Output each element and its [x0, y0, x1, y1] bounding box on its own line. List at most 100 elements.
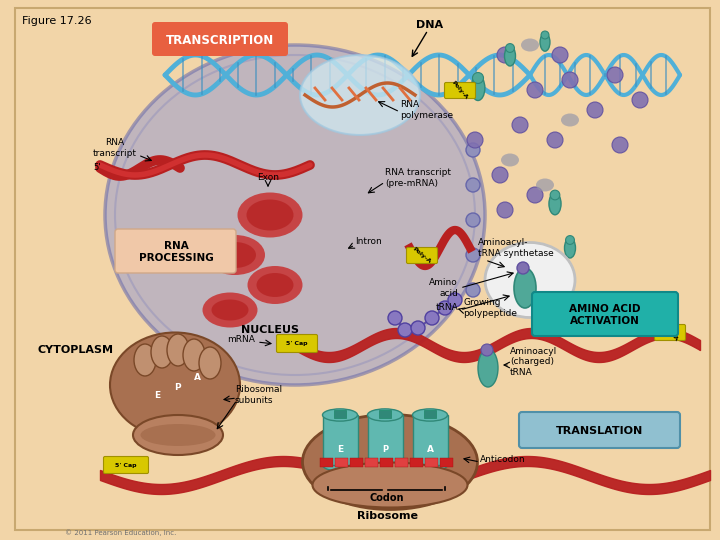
- Ellipse shape: [485, 242, 575, 318]
- Circle shape: [550, 190, 560, 200]
- Circle shape: [438, 301, 452, 315]
- Ellipse shape: [205, 235, 265, 275]
- Text: Figure 17.26: Figure 17.26: [22, 16, 91, 26]
- Text: Aminoacyl-
tRNA synthetase: Aminoacyl- tRNA synthetase: [478, 238, 554, 258]
- Bar: [413, 415, 448, 465]
- Ellipse shape: [505, 46, 516, 66]
- Ellipse shape: [478, 349, 498, 387]
- Text: © 2011 Pearson Education, Inc.: © 2011 Pearson Education, Inc.: [65, 530, 176, 536]
- Circle shape: [448, 293, 462, 307]
- Circle shape: [466, 213, 480, 227]
- Circle shape: [411, 321, 425, 335]
- Ellipse shape: [514, 268, 536, 308]
- Ellipse shape: [133, 415, 223, 455]
- Text: Anticodon: Anticodon: [480, 456, 526, 464]
- Ellipse shape: [110, 333, 240, 437]
- Ellipse shape: [521, 38, 539, 51]
- Circle shape: [497, 202, 513, 218]
- Bar: [410, 458, 423, 467]
- Ellipse shape: [134, 344, 156, 376]
- Bar: [395, 458, 408, 467]
- Text: Aminoacyl
(charged)
tRNA: Aminoacyl (charged) tRNA: [510, 347, 557, 377]
- FancyBboxPatch shape: [654, 325, 685, 341]
- Ellipse shape: [167, 334, 189, 366]
- FancyBboxPatch shape: [519, 412, 680, 448]
- Circle shape: [466, 178, 480, 192]
- Ellipse shape: [549, 193, 561, 215]
- Circle shape: [607, 67, 623, 83]
- Text: Ribosome: Ribosome: [356, 511, 418, 521]
- Text: RNA
transcript: RNA transcript: [93, 138, 137, 158]
- Ellipse shape: [183, 339, 205, 371]
- Ellipse shape: [501, 153, 519, 166]
- Text: Exon: Exon: [257, 173, 279, 183]
- Text: CYTOPLASM: CYTOPLASM: [37, 345, 113, 355]
- Circle shape: [512, 117, 528, 133]
- Ellipse shape: [248, 266, 302, 304]
- Bar: [350, 458, 363, 467]
- Text: Codon: Codon: [370, 493, 404, 503]
- Ellipse shape: [140, 424, 215, 446]
- FancyBboxPatch shape: [532, 292, 678, 336]
- Circle shape: [388, 311, 402, 325]
- Text: P: P: [174, 382, 180, 392]
- Ellipse shape: [540, 33, 550, 51]
- Ellipse shape: [199, 347, 221, 379]
- Circle shape: [547, 132, 563, 148]
- Text: E: E: [154, 390, 160, 400]
- Circle shape: [398, 323, 412, 337]
- Ellipse shape: [536, 179, 554, 192]
- Ellipse shape: [413, 459, 448, 471]
- Ellipse shape: [302, 415, 477, 510]
- Ellipse shape: [151, 336, 173, 368]
- Ellipse shape: [367, 409, 402, 421]
- Ellipse shape: [246, 199, 294, 231]
- FancyBboxPatch shape: [104, 456, 148, 474]
- Ellipse shape: [413, 409, 448, 421]
- Bar: [425, 458, 438, 467]
- Circle shape: [505, 44, 514, 52]
- FancyBboxPatch shape: [276, 334, 318, 353]
- Ellipse shape: [323, 459, 358, 471]
- Text: AMINO ACID
ACTIVATION: AMINO ACID ACTIVATION: [570, 304, 641, 326]
- Text: mRNA: mRNA: [227, 335, 255, 345]
- Text: tRNA: tRNA: [436, 303, 458, 313]
- Bar: [380, 458, 393, 467]
- Bar: [424, 410, 436, 418]
- Text: Poly-A: Poly-A: [451, 80, 469, 101]
- Text: TRANSLATION: TRANSLATION: [557, 426, 644, 436]
- Circle shape: [492, 167, 508, 183]
- Text: 5' Cap: 5' Cap: [115, 462, 137, 468]
- Ellipse shape: [367, 459, 402, 471]
- Text: Poly-A: Poly-A: [412, 246, 432, 265]
- Circle shape: [632, 92, 648, 108]
- Bar: [320, 458, 333, 467]
- Text: E: E: [337, 446, 343, 455]
- Text: Poly-A: Poly-A: [611, 300, 629, 321]
- Text: TRANSCRIPTION: TRANSCRIPTION: [166, 33, 274, 46]
- FancyBboxPatch shape: [407, 247, 438, 264]
- Ellipse shape: [471, 76, 485, 100]
- FancyBboxPatch shape: [605, 302, 636, 319]
- Text: RNA transcript
(pre-mRNA): RNA transcript (pre-mRNA): [385, 168, 451, 188]
- Bar: [379, 410, 391, 418]
- Ellipse shape: [256, 273, 294, 297]
- FancyBboxPatch shape: [152, 22, 288, 56]
- Text: A: A: [426, 446, 433, 455]
- Bar: [365, 458, 378, 467]
- Text: RNA
polymerase: RNA polymerase: [400, 100, 453, 120]
- Bar: [334, 410, 346, 418]
- Text: 5' Cap: 5' Cap: [287, 341, 307, 347]
- Text: A: A: [194, 374, 200, 382]
- Circle shape: [527, 187, 543, 203]
- Bar: [440, 458, 453, 467]
- Circle shape: [527, 82, 543, 98]
- Ellipse shape: [212, 300, 248, 321]
- Ellipse shape: [564, 238, 575, 258]
- Circle shape: [541, 31, 549, 39]
- Text: P: P: [382, 446, 388, 455]
- Text: 5': 5': [94, 164, 101, 172]
- Ellipse shape: [214, 242, 256, 268]
- Text: Amino
acid: Amino acid: [429, 278, 458, 298]
- Bar: [367, 415, 402, 465]
